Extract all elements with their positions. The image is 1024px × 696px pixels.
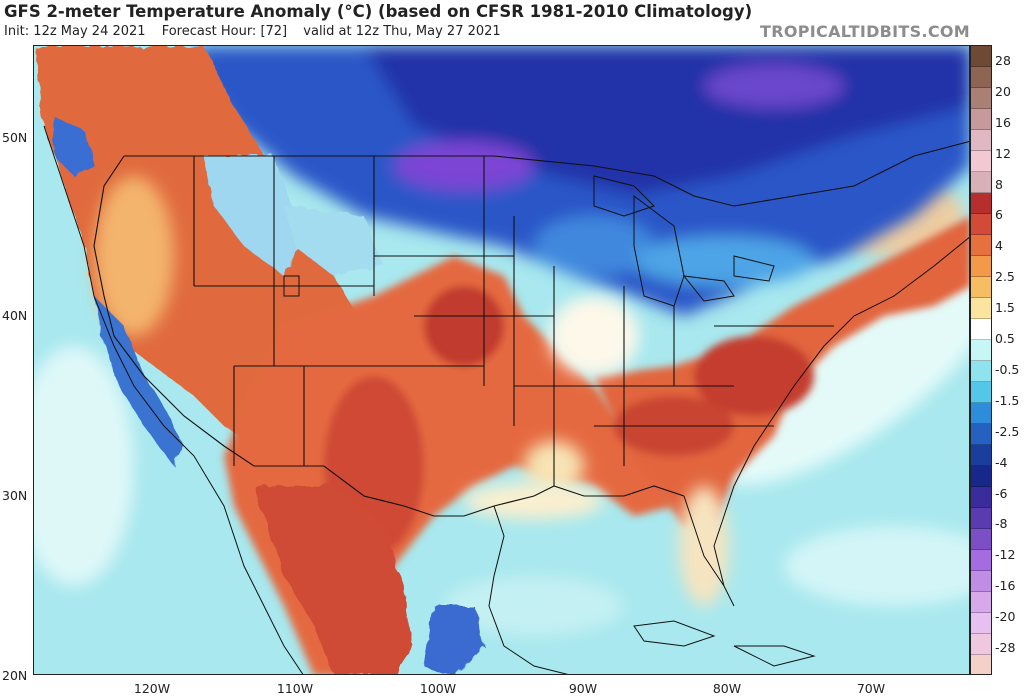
- colorbar-swatch: [971, 613, 991, 634]
- colorbar-label: -8: [995, 516, 1008, 532]
- colorbar-swatch: [971, 571, 991, 592]
- lat-label-30n: 30N: [2, 488, 28, 503]
- colorbar-swatch: [971, 529, 991, 550]
- lat-label-40n: 40N: [2, 308, 28, 323]
- colorbar-swatch: [971, 193, 991, 214]
- colorbar-label: -12: [995, 547, 1016, 563]
- colorbar-label: 0.5: [995, 331, 1015, 347]
- lon-label-100w: 100W: [419, 681, 457, 696]
- colorbar-swatch: [971, 46, 991, 67]
- colorbar-swatch: [971, 298, 991, 319]
- colorbar-swatch: [971, 403, 991, 424]
- valid-time: valid at 12z Thu, May 27 2021: [303, 24, 501, 39]
- colorbar-swatch: [971, 550, 991, 571]
- colorbar-label: 16: [995, 114, 1011, 130]
- colorbar-label: -1.5: [995, 392, 1020, 408]
- lon-label-80w: 80W: [712, 681, 742, 696]
- colorbar-swatch: [971, 130, 991, 151]
- page-title: GFS 2-meter Temperature Anomaly (°C) (ba…: [4, 2, 753, 21]
- colorbar-label: -16: [995, 578, 1016, 594]
- colorbar-label: 6: [995, 207, 1003, 223]
- map-canvas: [34, 46, 969, 674]
- lon-label-90w: 90W: [568, 681, 598, 696]
- colorbar-label: -4: [995, 454, 1008, 470]
- colorbar-swatch: [971, 445, 991, 466]
- colorbar-swatch: [971, 319, 991, 340]
- colorbar-label: 20: [995, 83, 1011, 99]
- colorbar-swatch: [971, 277, 991, 298]
- colorbar-label: -0.5: [995, 361, 1020, 377]
- colorbar-label: 28: [995, 53, 1011, 68]
- colorbar-swatch: [971, 214, 991, 235]
- colorbar-label: 1.5: [995, 300, 1015, 316]
- colorbar-swatch: [971, 592, 991, 613]
- lon-label-120w: 120W: [133, 681, 171, 696]
- colorbar-swatch: [971, 256, 991, 277]
- colorbar-label: 8: [995, 176, 1003, 192]
- colorbar-swatch: [971, 655, 991, 674]
- colorbar-swatch: [971, 67, 991, 88]
- anomaly-map: [33, 45, 970, 675]
- forecast-info: Init: 12z May 24 2021 Forecast Hour: [72…: [4, 24, 513, 39]
- colorbar-swatch: [971, 424, 991, 445]
- colorbar-swatch: [971, 361, 991, 382]
- colorbar-label: 12: [995, 145, 1011, 161]
- colorbar-swatch: [971, 151, 991, 172]
- colorbar-swatch: [971, 109, 991, 130]
- colorbar-label: -6: [995, 485, 1008, 501]
- colorbar-swatch: [971, 382, 991, 403]
- colorbar-swatch: [971, 88, 991, 109]
- colorbar-swatch: [971, 466, 991, 487]
- colorbar-swatch: [971, 172, 991, 193]
- lat-label-50n: 50N: [2, 130, 28, 145]
- lon-label-70w: 70W: [856, 681, 886, 696]
- colorbar-swatch: [971, 487, 991, 508]
- coastlines: [43, 125, 969, 674]
- colorbar-label: -20: [995, 609, 1016, 625]
- borders: [93, 140, 969, 517]
- colorbar-swatch: [971, 508, 991, 529]
- colorbar-label: -2.5: [995, 423, 1020, 439]
- colorbar-label: -28: [995, 640, 1016, 655]
- colorbar-label: 4: [995, 238, 1003, 254]
- colorbar-swatch: [971, 235, 991, 256]
- lon-label-110w: 110W: [276, 681, 314, 696]
- colorbar-swatch: [971, 634, 991, 655]
- colorbar: [970, 45, 992, 675]
- colorbar-swatch: [971, 340, 991, 361]
- lat-label-20n: 20N: [2, 668, 28, 683]
- forecast-hour: Forecast Hour: [72]: [161, 24, 288, 39]
- brand-watermark: TROPICALTIDBITS.COM: [760, 22, 970, 41]
- colorbar-label: 2.5: [995, 269, 1015, 285]
- init-time: Init: 12z May 24 2021: [4, 24, 146, 39]
